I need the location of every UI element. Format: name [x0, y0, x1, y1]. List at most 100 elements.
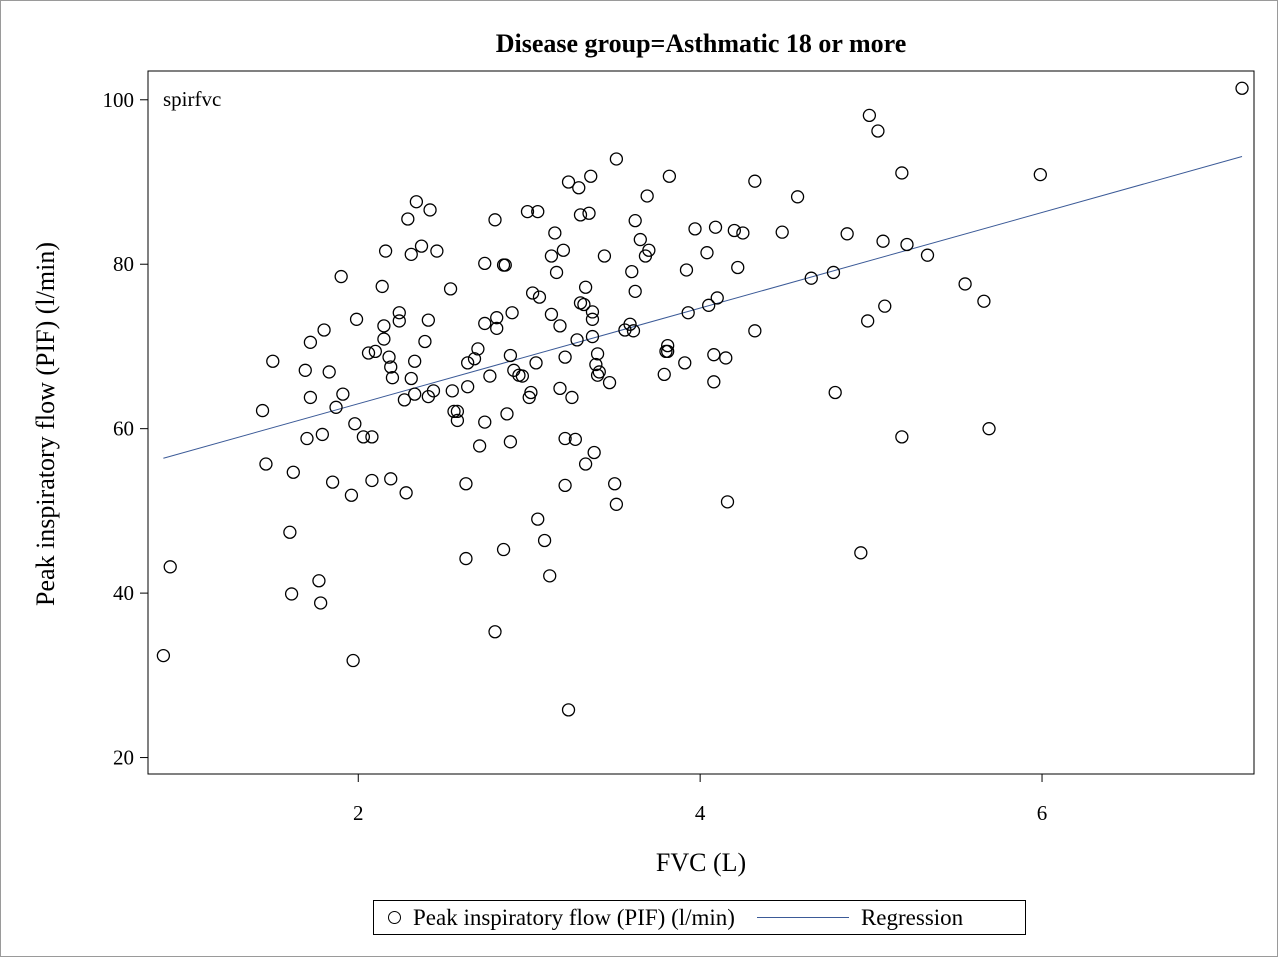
scatter-point — [678, 356, 692, 370]
scatter-point — [421, 313, 435, 327]
scatter-point — [490, 321, 504, 336]
scatter-point — [861, 314, 875, 328]
scatter-point — [450, 413, 465, 428]
scatter-point — [543, 569, 557, 583]
scatter-point — [392, 314, 406, 328]
scatter-point — [399, 486, 413, 500]
scatter-point — [775, 225, 789, 239]
scatter-point — [259, 457, 273, 471]
scatter-point — [590, 347, 605, 361]
scatter-point — [642, 243, 656, 257]
scatter-point — [828, 385, 842, 400]
scatter-point — [702, 298, 716, 312]
scatter-point — [585, 329, 600, 344]
y-tick-label: 60 — [113, 417, 134, 441]
scatter-point — [609, 497, 624, 511]
scatter-point — [384, 472, 398, 486]
scatter-point — [529, 356, 543, 370]
scatter-point — [384, 360, 398, 374]
scatter-point — [488, 625, 502, 639]
scatter-point — [553, 381, 567, 396]
scatter-point — [688, 222, 702, 236]
scatter-point — [608, 477, 622, 491]
scatter-point — [878, 299, 892, 313]
legend-regression-line-icon — [756, 917, 849, 918]
scatter-point — [445, 384, 459, 398]
scatter-point — [450, 404, 465, 419]
scatter-point — [578, 457, 593, 471]
scatter-point — [707, 348, 721, 362]
scatter-point — [707, 375, 721, 389]
scatter-point — [500, 407, 514, 421]
scatter-point — [303, 390, 318, 405]
legend-scatter-label: Peak inspiratory flow (PIF) (l/min) — [413, 904, 735, 930]
scatter-point — [361, 346, 376, 360]
scatter-point — [443, 282, 458, 296]
scatter-point — [573, 208, 588, 222]
scatter-point — [478, 316, 492, 331]
scatter-point — [298, 363, 312, 377]
scatter-point — [982, 422, 996, 436]
scatter-point — [423, 203, 437, 217]
scatter-point — [544, 249, 559, 263]
scatter-point — [382, 350, 396, 364]
scatter-point — [163, 560, 177, 574]
scatter-point — [503, 348, 518, 363]
scatter-point — [585, 305, 600, 319]
scatter-point — [625, 264, 639, 279]
scatter-point — [558, 350, 572, 364]
scatter-point — [572, 181, 586, 195]
scatter-point — [568, 432, 583, 447]
scatter-point — [602, 375, 617, 390]
scatter-point — [447, 404, 461, 419]
scatter-point — [736, 226, 750, 240]
scatter-point — [471, 342, 485, 356]
scatter-point — [585, 312, 600, 326]
scatter-point — [349, 312, 364, 326]
scatter-point — [408, 354, 422, 368]
plot-area — [147, 70, 1255, 775]
scatter-point — [592, 365, 606, 379]
scatter-point — [900, 237, 914, 252]
scatter-point — [392, 306, 406, 320]
scatter-point — [507, 363, 521, 377]
scatter-point — [409, 195, 424, 209]
scatter-point — [461, 356, 475, 370]
scatter-point — [790, 190, 805, 204]
scatter-point — [748, 324, 762, 338]
scatter-point — [570, 333, 584, 347]
scatter-point — [597, 249, 612, 263]
scatter-point — [578, 280, 593, 294]
x-tick-label: 4 — [695, 801, 706, 825]
scatter-point — [329, 400, 343, 414]
scatter-point — [317, 323, 331, 337]
legend-scatter-symbol-icon — [388, 911, 401, 924]
scatter-point — [640, 189, 654, 203]
scatter-point — [556, 243, 571, 257]
scatter-point — [657, 367, 671, 382]
scatter-point — [377, 332, 391, 346]
scatter-point — [483, 369, 497, 383]
scatter-point — [408, 387, 422, 401]
scatter-point — [662, 169, 677, 183]
scatter-point — [895, 430, 909, 444]
scatter-point — [708, 220, 723, 234]
scatter-point — [679, 263, 694, 277]
chart-title: Disease group=Asthmatic 18 or more — [496, 29, 907, 58]
scatter-point — [524, 385, 538, 400]
scatter-point — [531, 204, 545, 219]
scatter-point — [426, 384, 441, 398]
scatter-point — [283, 525, 297, 539]
scatter-point — [459, 551, 473, 566]
scatter-point — [503, 435, 518, 449]
scatter-point — [478, 415, 492, 429]
scatter-point — [826, 265, 841, 280]
scatter-point — [710, 291, 724, 305]
scatter-point — [727, 223, 741, 238]
scatter-point — [505, 306, 519, 320]
scatter-point — [719, 351, 733, 365]
scatter-point — [895, 166, 909, 180]
legend-regression-label: Regression — [860, 904, 964, 930]
scatter-point — [156, 648, 171, 663]
